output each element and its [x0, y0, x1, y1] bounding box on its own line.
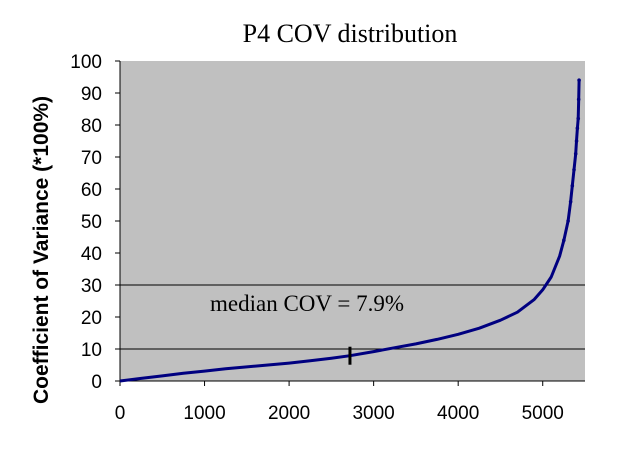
data-point [577, 78, 581, 82]
data-point [572, 168, 576, 172]
plot-area [120, 61, 585, 381]
chart-title: P4 COV distribution [243, 19, 458, 48]
data-point [570, 184, 575, 188]
y-tick-label: 40 [81, 244, 102, 265]
x-tick-label: 4000 [437, 403, 479, 424]
y-tick-label: 10 [81, 340, 102, 361]
axes [115, 60, 585, 386]
y-tick-label: 0 [91, 372, 102, 393]
data-point [576, 97, 581, 102]
data-point [568, 200, 573, 204]
data-curve [119, 80, 581, 383]
y-tick-labels: 0 10 20 30 40 50 60 70 80 90 100 [70, 52, 102, 393]
data-point [576, 116, 581, 121]
y-axis-label: Coefficient of Variance (*100%) [30, 96, 53, 404]
data-point [566, 219, 570, 223]
data-point [574, 139, 579, 143]
median-annotation: median COV = 7.9% [210, 291, 404, 316]
data-point [562, 238, 566, 242]
x-tick-labels: 0 1000 2000 3000 4000 5000 [115, 403, 564, 424]
x-tick-label: 0 [115, 403, 126, 424]
x-tick-label: 3000 [352, 403, 394, 424]
data-point [575, 126, 580, 130]
y-tick-label: 70 [81, 148, 102, 169]
y-tick-label: 30 [81, 276, 102, 297]
data-point [573, 152, 578, 156]
y-tick-label: 60 [81, 180, 102, 201]
x-tick-label: 2000 [268, 403, 310, 424]
y-tick-label: 100 [70, 52, 102, 73]
data-series [119, 78, 581, 383]
grid-lines [120, 284, 585, 350]
y-tick-label: 50 [81, 212, 102, 233]
y-tick-label: 90 [81, 84, 102, 105]
y-tick-label: 20 [81, 308, 102, 329]
x-tick-label: 1000 [183, 403, 225, 424]
x-tick-label: 5000 [522, 403, 564, 424]
y-tick-label: 80 [81, 116, 102, 137]
